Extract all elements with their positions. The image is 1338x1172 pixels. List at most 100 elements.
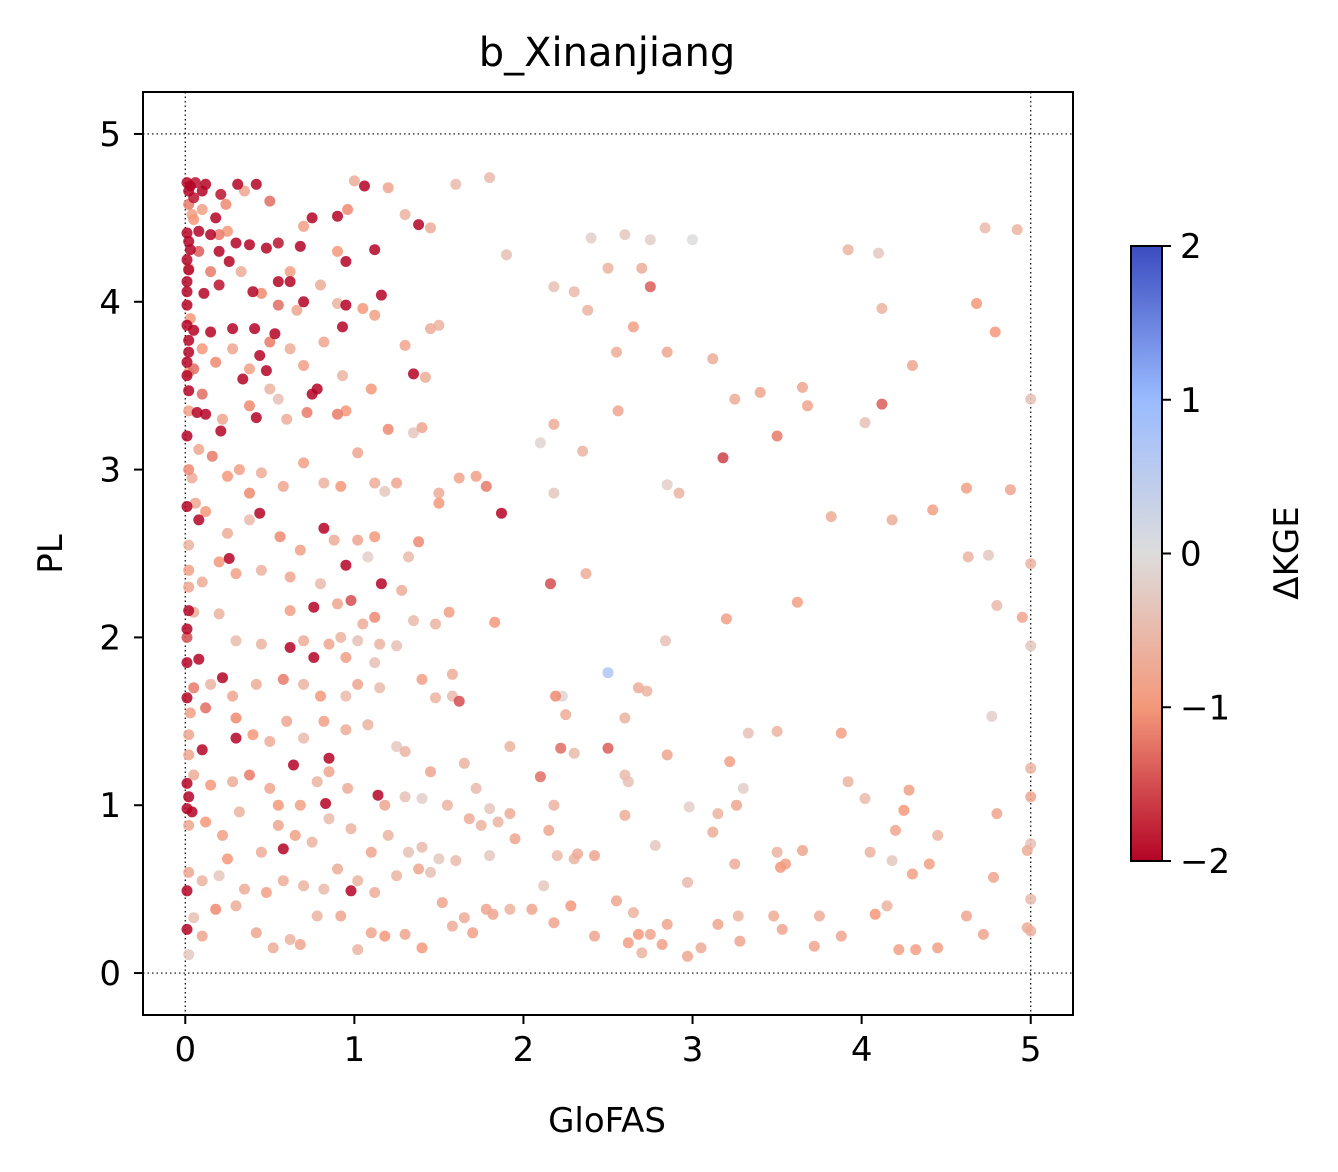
data-point [215,425,227,437]
data-point [196,744,208,756]
data-point [463,813,475,825]
data-point [298,880,310,892]
data-point [200,506,212,517]
data-point [345,823,357,835]
data-point [813,910,825,922]
data-point [509,833,521,845]
data-point [217,672,228,684]
data-point [808,940,820,952]
data-point [644,281,656,293]
data-point [560,709,572,721]
data-point [272,299,284,311]
data-point [198,287,210,299]
data-point [181,356,193,368]
data-point [315,578,326,590]
data-point [362,551,374,563]
data-point [707,826,719,838]
data-point [237,373,249,385]
data-point [890,824,901,836]
data-point [886,514,898,526]
colorbar-tick-label: −1 [1180,688,1230,728]
data-point [210,212,222,224]
data-point [835,930,847,942]
data-point [382,829,394,841]
data-point [580,568,592,580]
data-point [543,824,555,836]
data-point [873,247,884,259]
data-point [619,769,631,781]
data-point [1021,922,1033,934]
data-point [712,808,724,820]
x-tick-label: 4 [851,1030,873,1070]
data-point [267,942,279,954]
data-point [230,900,242,912]
data-point [315,279,326,291]
data-point [903,784,915,796]
data-point [441,799,453,811]
data-point [989,326,1001,338]
data-point [181,501,193,512]
data-point [379,799,391,811]
data-point [323,752,335,764]
data-point [408,615,419,627]
data-point [352,447,364,459]
data-point [348,175,360,187]
data-point [193,225,205,237]
data-point [399,209,411,220]
data-point [281,413,293,425]
data-point [568,286,580,298]
data-point [791,596,803,608]
data-point [425,766,436,778]
data-point [391,741,403,752]
data-point [340,724,352,736]
data-point [977,928,989,940]
data-point [365,927,377,939]
data-point [859,793,871,804]
data-point [555,742,567,754]
data-point [487,908,499,920]
data-point [323,638,335,650]
data-point [771,430,783,442]
data-point [294,240,306,252]
data-point [181,777,193,789]
data-point [213,229,225,241]
data-point [589,850,600,862]
data-point [374,682,386,694]
data-point [382,182,394,194]
data-point [272,276,284,288]
data-point [210,903,222,915]
data-point [565,900,577,912]
data-point [345,595,357,606]
data-point [255,638,267,650]
data-point [196,343,208,355]
data-point [250,178,262,190]
data-point [184,244,196,256]
data-point [200,816,212,828]
data-point [413,536,425,548]
data-point [369,309,381,321]
data-point [340,405,352,417]
data-point [768,910,780,922]
data-point [737,782,749,794]
data-point [717,452,729,464]
data-point [1004,484,1016,496]
data-point [548,281,560,293]
data-point [188,769,200,781]
data-point [707,353,719,365]
data-point [233,806,245,818]
data-point [776,923,788,935]
data-point [682,876,693,888]
data-point [683,801,695,813]
data-point [332,408,343,420]
data-point [255,564,267,576]
data-point [458,912,470,924]
data-point [181,299,193,311]
data-point [365,383,377,395]
data-point [724,756,736,768]
data-point [284,571,296,583]
data-point [210,356,222,368]
data-point [233,464,245,476]
y-tick-label: 4 [99,283,121,323]
data-point [991,808,1003,820]
